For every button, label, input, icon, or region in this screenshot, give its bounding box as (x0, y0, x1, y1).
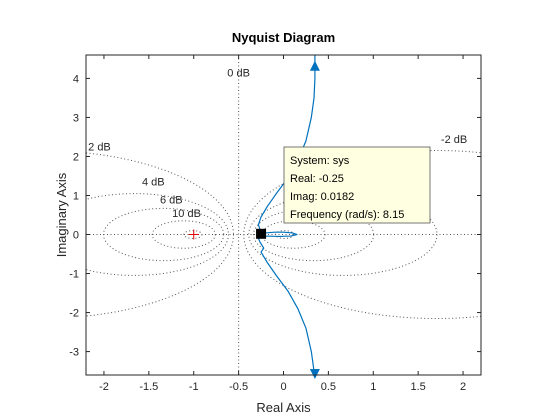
y-tick-label: 3 (73, 112, 79, 124)
y-tick-label: 0 (73, 230, 79, 242)
data-tip-box (283, 146, 431, 224)
chart-title: Nyquist Diagram (232, 30, 335, 45)
y-tick-label: 1 (73, 190, 79, 202)
m-circle (151, 220, 216, 249)
data-tip-line: Real: -0.25 (290, 173, 344, 185)
data-tip[interactable]: System: sys Real: -0.25 Imag: 0.0182 Freque… (256, 146, 431, 239)
critical-point-marker (188, 229, 199, 240)
x-tick-label: -0.5 (229, 381, 248, 393)
x-axis-label: Real Axis (256, 400, 311, 415)
data-tip-marker[interactable] (256, 228, 267, 239)
x-tick-label: 1.5 (411, 381, 426, 393)
x-tick-label: -2 (99, 381, 109, 393)
mcircle-label: 4 dB (142, 177, 165, 189)
direction-arrow-down (309, 369, 320, 380)
x-tick-label: 0.5 (321, 381, 336, 393)
x-tick-label: 1 (370, 381, 376, 393)
y-tick-label: -2 (69, 308, 79, 320)
mcircle-label: 0 dB (227, 67, 250, 79)
x-tick-label: -1.5 (139, 381, 158, 393)
x-tick-label: -1 (189, 381, 199, 393)
direction-arrow-up (309, 60, 320, 71)
data-tip-line: System: sys (290, 155, 350, 167)
mcircle-label: -2 dB (441, 134, 467, 146)
mcircle-label: 2 dB (88, 142, 111, 154)
mcircle-label: 10 dB (172, 208, 201, 220)
x-tick-label: 0 (280, 381, 286, 393)
y-tick-label: -1 (69, 269, 79, 281)
mcircle-label: 6 dB (160, 194, 183, 206)
data-tip-line: Imag: 0.0182 (290, 191, 354, 203)
y-tick-label: 4 (73, 73, 79, 85)
data-tip-line: Frequency (rad/s): 8.15 (290, 209, 404, 221)
y-axis-label: Imaginary Axis (54, 172, 69, 257)
y-tick-label: 2 (73, 151, 79, 163)
x-tick-label: 2 (460, 381, 466, 393)
y-tick-label: -3 (69, 347, 79, 359)
